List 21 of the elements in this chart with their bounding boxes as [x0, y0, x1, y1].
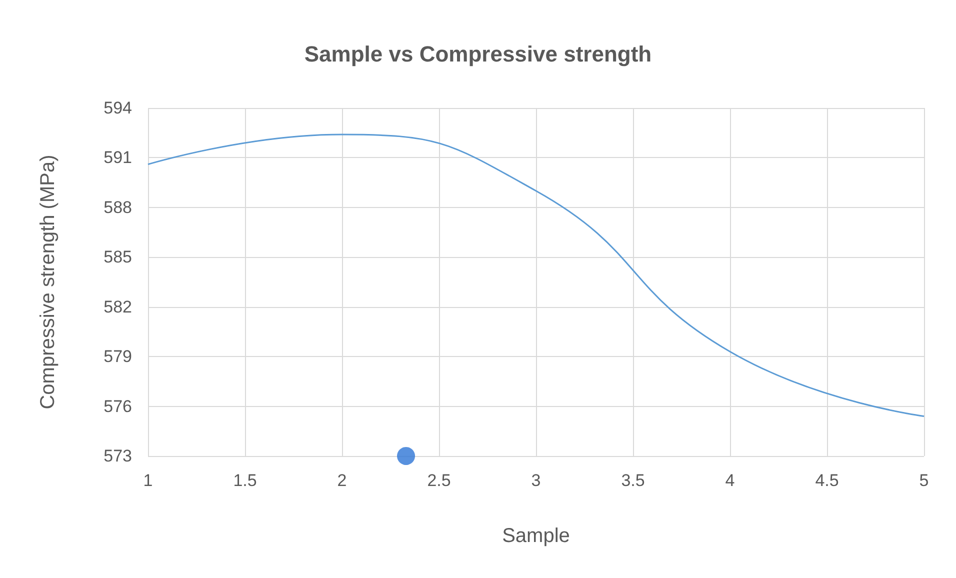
y-tick-label: 588 [104, 198, 132, 217]
x-tick-label: 5 [919, 471, 929, 490]
y-tick-label: 594 [104, 98, 132, 118]
x-tick-label: 4.5 [815, 471, 839, 490]
x-tick-label: 3 [531, 471, 541, 490]
x-axis-title: Sample [502, 525, 570, 547]
chart-title: Sample vs Compressive strength [304, 42, 652, 66]
y-tick-label: 579 [104, 347, 132, 366]
x-tick-label: 1.5 [233, 471, 257, 490]
line-series [147, 134, 925, 417]
x-tick-label: 4 [725, 471, 735, 490]
x-tick-label: 3.5 [621, 471, 645, 490]
x-tick-label: 2 [337, 471, 347, 490]
y-tick-label: 585 [104, 248, 132, 267]
y-tick-label: 576 [104, 396, 132, 416]
y-tick-label: 582 [104, 297, 132, 316]
y-tick-label: 591 [104, 148, 132, 168]
y-tick-label: 573 [104, 446, 132, 466]
x-tick-label: 1 [143, 471, 153, 490]
x-tick-label: 2.5 [427, 471, 451, 490]
y-axis-title: Compressive strength (MPa) [37, 154, 59, 410]
